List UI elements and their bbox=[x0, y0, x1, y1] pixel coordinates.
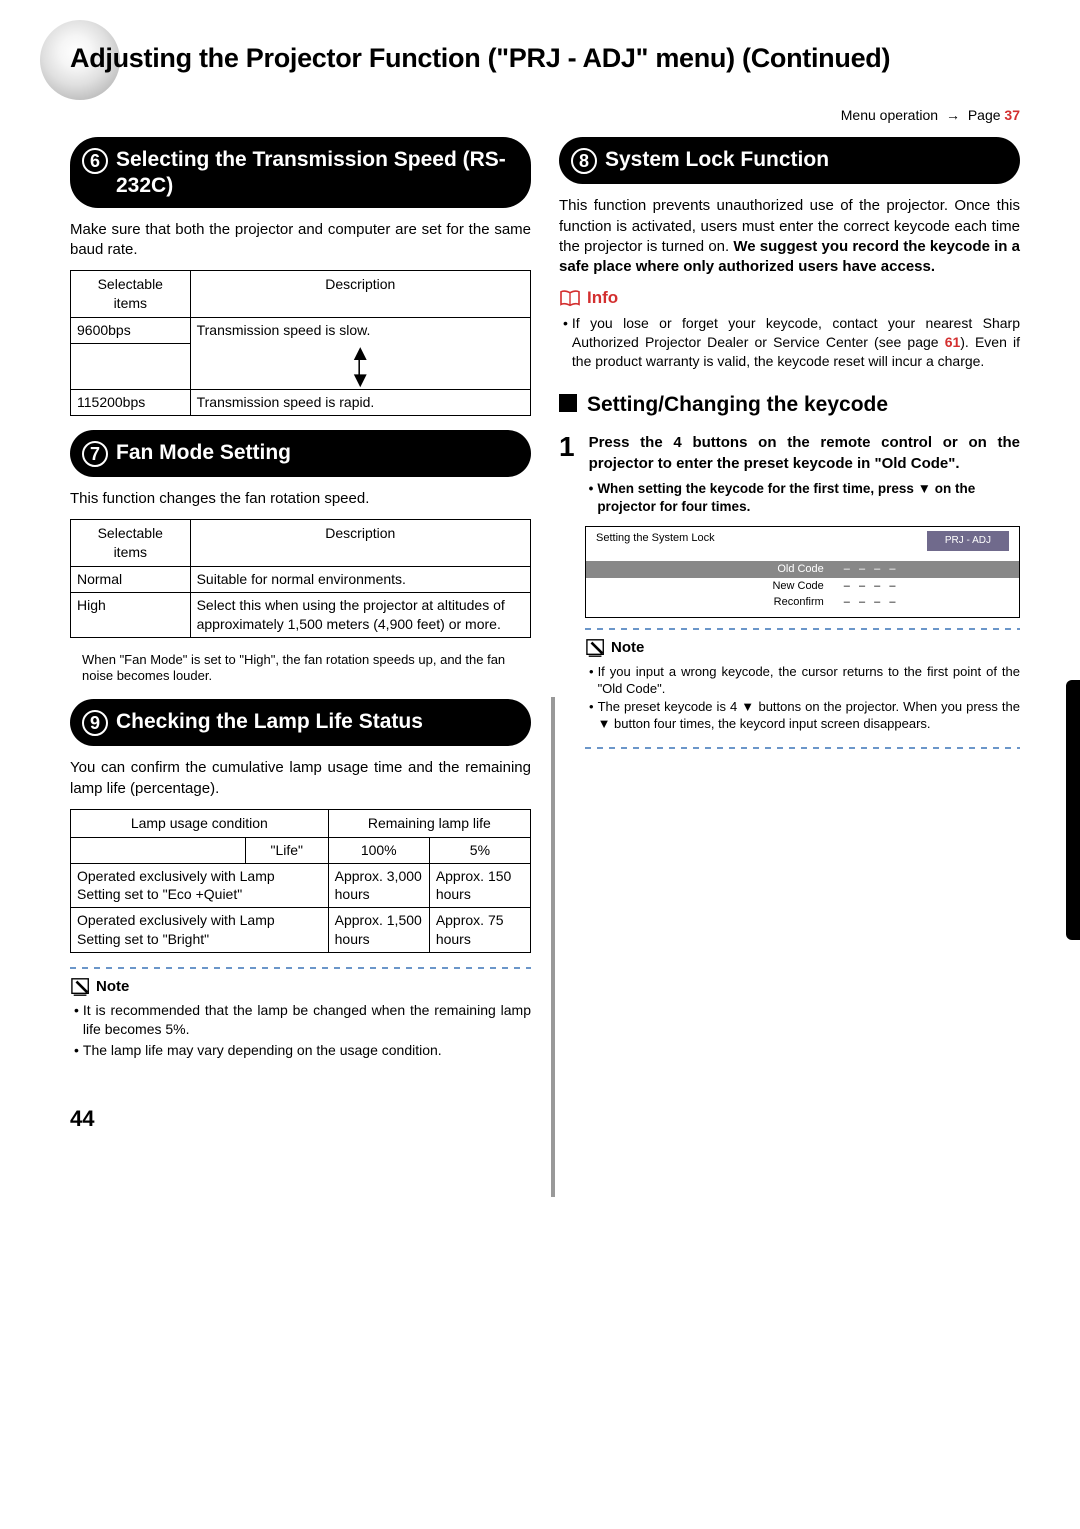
td-bright: Operated exclusively with Lamp Setting s… bbox=[71, 908, 329, 953]
osd-rec-label: Reconfirm bbox=[596, 595, 844, 610]
section-9-title: Checking the Lamp Life Status bbox=[116, 709, 423, 734]
arrow-right-icon: → bbox=[946, 107, 960, 123]
black-square-icon bbox=[559, 394, 577, 412]
menu-op-page: Page bbox=[968, 107, 1001, 123]
section-9-notes: •It is recommended that the lamp be chan… bbox=[74, 1001, 531, 1060]
section-7-note: When "Fan Mode" is set to "High", the fa… bbox=[82, 652, 531, 686]
th-remaining: Remaining lamp life bbox=[328, 809, 530, 837]
step-1-num: 1 bbox=[559, 433, 575, 516]
right-column: 8 System Lock Function This function pre… bbox=[559, 137, 1020, 1074]
vertical-grey-bar bbox=[551, 697, 555, 1197]
pencil-note-icon-2 bbox=[585, 638, 607, 658]
note-9-1: It is recommended that the lamp be chang… bbox=[83, 1001, 531, 1039]
note-label-9: Note bbox=[96, 977, 129, 997]
td-high: High bbox=[71, 592, 191, 637]
osd-new-val: – – – – bbox=[844, 579, 899, 594]
note-label-8: Note bbox=[611, 638, 644, 658]
td-75: Approx. 75 hours bbox=[429, 908, 530, 953]
dotted-separator bbox=[70, 967, 531, 969]
th-sel-7: Selectable items bbox=[71, 520, 191, 567]
info-label: Info bbox=[587, 287, 618, 310]
osd-title: Setting the System Lock bbox=[596, 531, 927, 551]
section-8-header: 8 System Lock Function bbox=[559, 137, 1020, 184]
td-150: Approx. 150 hours bbox=[429, 863, 530, 908]
td-100: 100% bbox=[328, 837, 429, 863]
section-7-header: 7 Fan Mode Setting bbox=[70, 430, 531, 477]
side-thumb-tab bbox=[1066, 680, 1080, 940]
td-life: "Life" bbox=[245, 837, 328, 863]
osd-old-val: – – – – bbox=[844, 562, 899, 577]
dotted-separator-r2 bbox=[585, 747, 1020, 749]
step-1-main: Press the 4 buttons on the remote contro… bbox=[589, 433, 1020, 474]
td-normal: Normal bbox=[71, 566, 191, 592]
transmission-speed-table: Selectable items Description 9600bps Tra… bbox=[70, 270, 531, 416]
td-1500: Approx. 1,500 hours bbox=[328, 908, 429, 953]
th-desc-7: Description bbox=[190, 520, 530, 567]
info-header: Info bbox=[559, 287, 1020, 310]
section-6-title: Selecting the Transmission Speed (RS-232… bbox=[116, 147, 513, 197]
section-6-header: 6 Selecting the Transmission Speed (RS-2… bbox=[70, 137, 531, 207]
osd-old-label: Old Code bbox=[596, 562, 844, 577]
left-column: 6 Selecting the Transmission Speed (RS-2… bbox=[70, 137, 531, 1074]
page-title: Adjusting the Projector Function ("PRJ -… bbox=[70, 40, 1020, 76]
section-8-notes: •If you input a wrong keycode, the curso… bbox=[589, 663, 1020, 733]
td-high-desc: Select this when using the projector at … bbox=[190, 592, 530, 637]
td-115200: 115200bps bbox=[71, 389, 191, 415]
th-selectable: Selectable items bbox=[71, 271, 191, 318]
step-1-sub: When setting the keycode for the first t… bbox=[597, 480, 1020, 516]
th-lamp-cond: Lamp usage condition bbox=[71, 809, 329, 837]
osd-new-label: New Code bbox=[596, 579, 844, 594]
lamp-life-table: Lamp usage condition Remaining lamp life… bbox=[70, 809, 531, 953]
section-7-num: 7 bbox=[82, 441, 108, 467]
fan-mode-table: Selectable items Description Normal Suit… bbox=[70, 519, 531, 637]
step-1: 1 Press the 4 buttons on the remote cont… bbox=[559, 433, 1020, 516]
osd-rec-val: – – – – bbox=[844, 595, 899, 610]
note-8-2: The preset keycode is 4 ▼ buttons on the… bbox=[598, 698, 1020, 733]
section-7-intro: This function changes the fan rotation s… bbox=[70, 489, 531, 509]
td-5: 5% bbox=[429, 837, 530, 863]
up-down-arrow-icon: ▲│▼ bbox=[190, 343, 530, 389]
td-rapid: Transmission speed is rapid. bbox=[190, 389, 530, 415]
section-8-num: 8 bbox=[571, 148, 597, 174]
book-icon bbox=[559, 290, 581, 308]
section-6-intro: Make sure that both the projector and co… bbox=[70, 220, 531, 261]
page-number: 44 bbox=[70, 1104, 1020, 1134]
note-9-2: The lamp life may vary depending on the … bbox=[83, 1041, 442, 1060]
menu-operation-ref: Menu operation → Page 37 bbox=[70, 106, 1020, 125]
section-7-title: Fan Mode Setting bbox=[116, 440, 291, 465]
osd-tab: PRJ - ADJ bbox=[927, 531, 1009, 551]
section-8-title: System Lock Function bbox=[605, 147, 829, 172]
info-item-1: If you lose or forget your keycode, cont… bbox=[572, 314, 1020, 371]
note-header-8: Note bbox=[585, 638, 1020, 658]
td-9600: 9600bps bbox=[71, 317, 191, 343]
th-description: Description bbox=[190, 271, 530, 318]
sub-heading-keycode: Setting/Changing the keycode bbox=[559, 391, 1020, 419]
section-8-intro: This function prevents unauthorized use … bbox=[559, 196, 1020, 277]
menu-op-prefix: Menu operation bbox=[841, 107, 938, 123]
osd-screen: Setting the System Lock PRJ - ADJ Old Co… bbox=[585, 526, 1020, 618]
sub-heading-text: Setting/Changing the keycode bbox=[587, 391, 888, 419]
pencil-note-icon bbox=[70, 977, 92, 997]
info-list: • If you lose or forget your keycode, co… bbox=[563, 314, 1020, 371]
section-9-num: 9 bbox=[82, 710, 108, 736]
section-9-intro: You can confirm the cumulative lamp usag… bbox=[70, 758, 531, 799]
note-header-9: Note bbox=[70, 977, 531, 997]
td-3000: Approx. 3,000 hours bbox=[328, 863, 429, 908]
menu-op-num: 37 bbox=[1004, 107, 1020, 123]
note-8-1: If you input a wrong keycode, the cursor… bbox=[598, 663, 1020, 698]
section-9-header: 9 Checking the Lamp Life Status bbox=[70, 699, 531, 746]
td-eco: Operated exclusively with Lamp Setting s… bbox=[71, 863, 329, 908]
td-normal-desc: Suitable for normal environments. bbox=[190, 566, 530, 592]
dotted-separator-r bbox=[585, 628, 1020, 630]
section-6-num: 6 bbox=[82, 148, 108, 174]
